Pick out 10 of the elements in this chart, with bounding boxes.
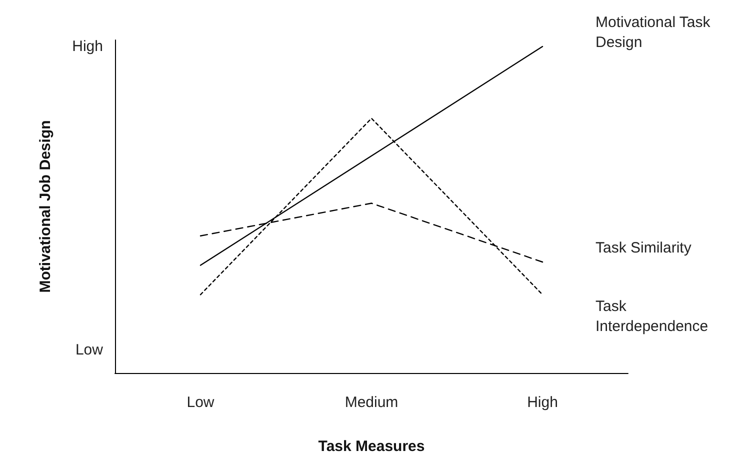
x-axis-title: Task Measures xyxy=(318,438,425,455)
x-tick-label: High xyxy=(527,394,558,411)
x-tick-label: Low xyxy=(186,394,214,411)
text: Low xyxy=(75,342,104,359)
x-tick-label: Medium xyxy=(344,394,398,411)
text: Task Similarity xyxy=(596,240,692,256)
text: Task Interdependence xyxy=(596,298,708,336)
text: High xyxy=(72,38,103,56)
y-axis-title: Motivational Job Design xyxy=(37,120,54,293)
text: Motivational Task Design xyxy=(596,14,714,52)
